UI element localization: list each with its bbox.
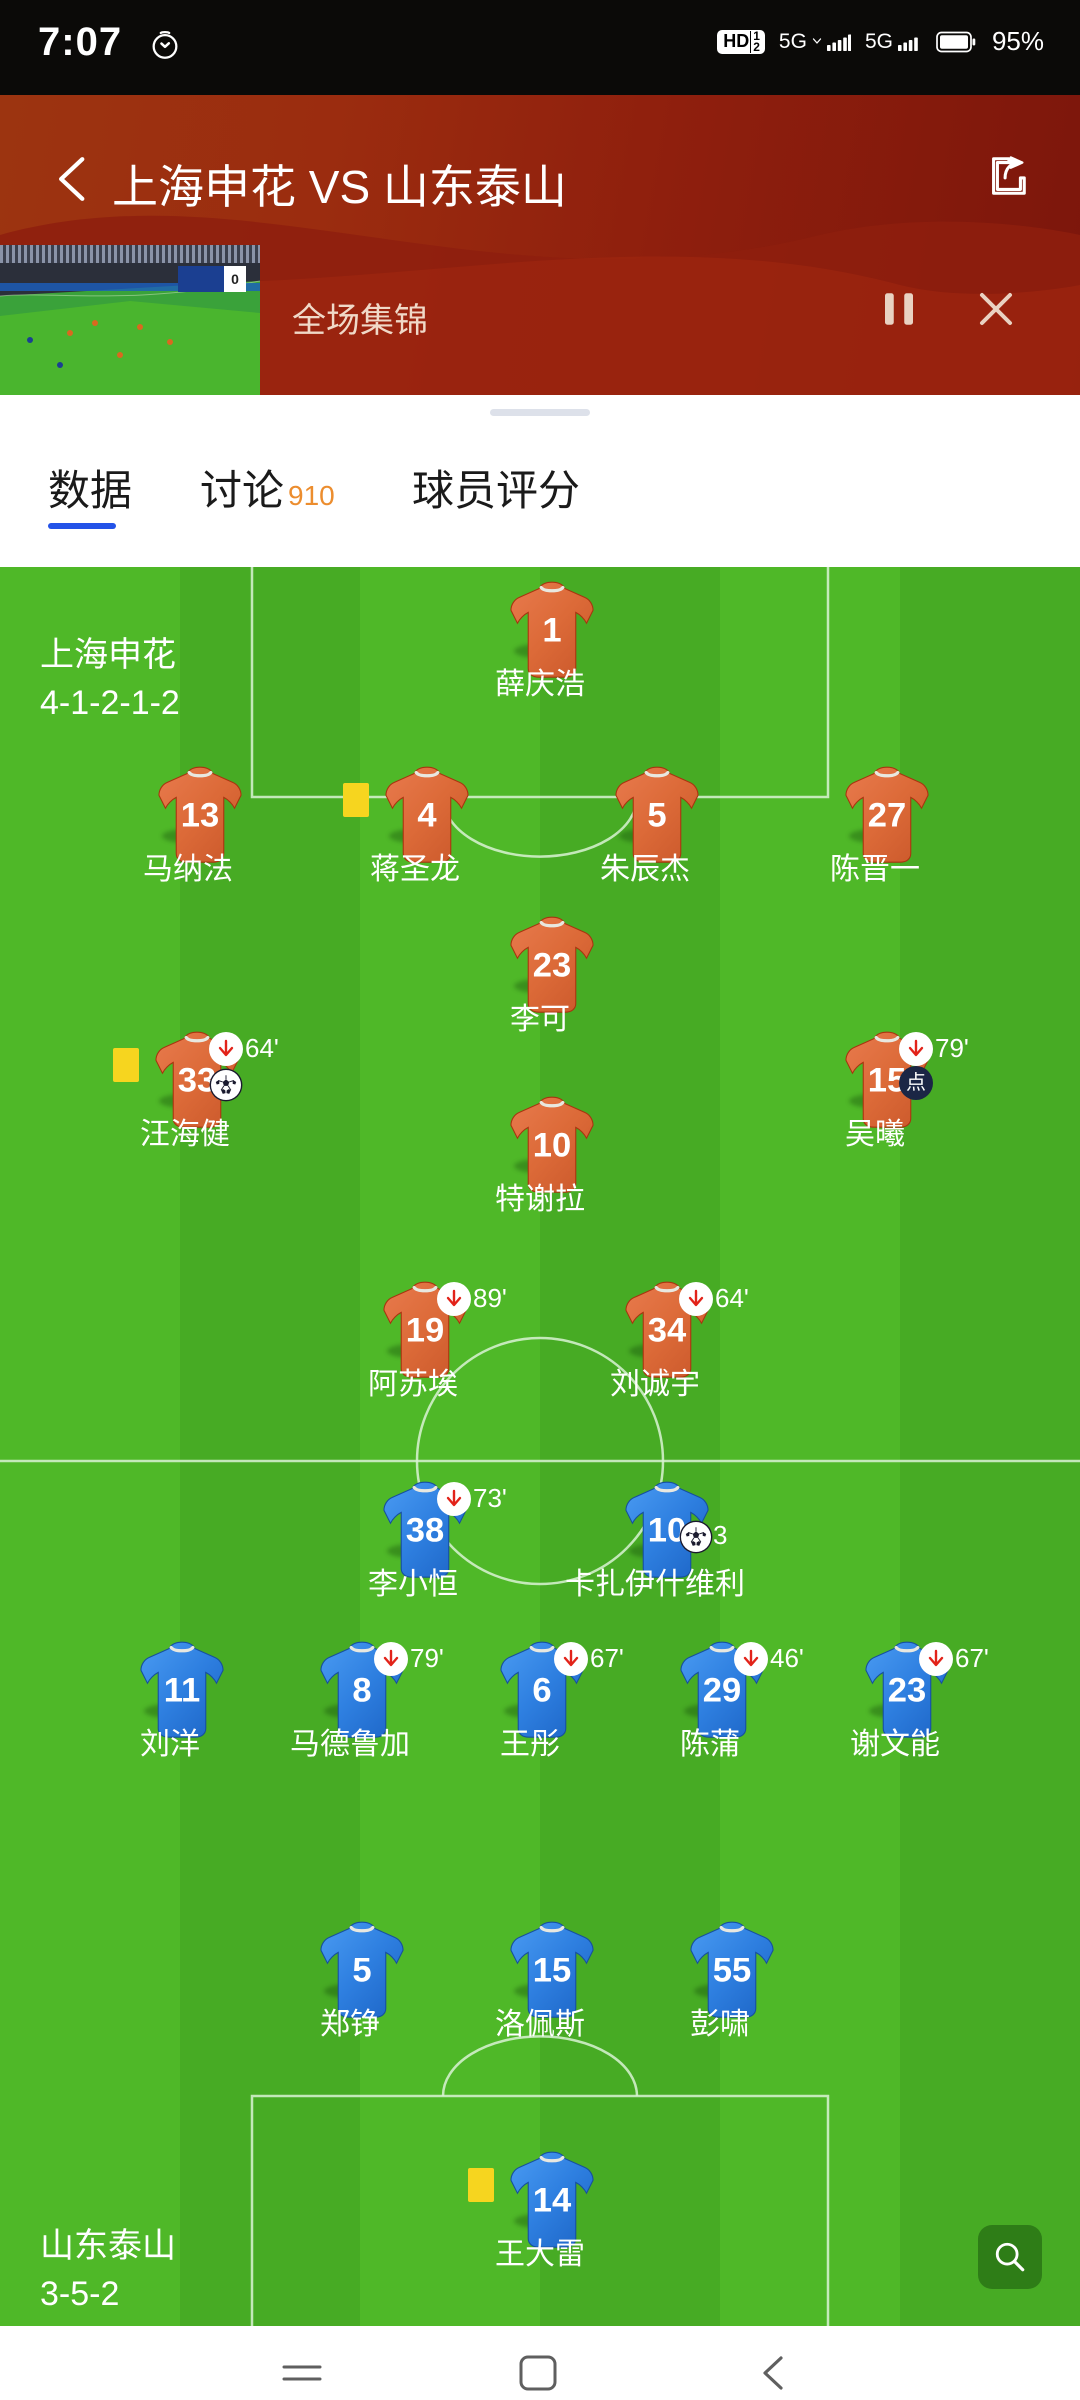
svg-text:10: 10 <box>648 1512 686 1550</box>
svg-text:14: 14 <box>533 2182 572 2220</box>
svg-text:55: 55 <box>713 1952 751 1990</box>
svg-text:19: 19 <box>406 1312 444 1350</box>
svg-text:38: 38 <box>406 1512 444 1550</box>
svg-text:1: 1 <box>542 612 561 650</box>
svg-text:27: 27 <box>868 797 906 835</box>
svg-text:23: 23 <box>888 1672 926 1710</box>
svg-text:13: 13 <box>181 797 219 835</box>
svg-text:23: 23 <box>533 947 571 985</box>
svg-text:5: 5 <box>647 797 666 835</box>
svg-text:11: 11 <box>164 1672 201 1710</box>
svg-text:10: 10 <box>533 1127 571 1165</box>
svg-text:6: 6 <box>532 1672 551 1710</box>
svg-text:29: 29 <box>703 1672 741 1710</box>
svg-text:15: 15 <box>533 1952 571 1990</box>
svg-text:8: 8 <box>352 1672 371 1710</box>
svg-text:4: 4 <box>417 797 437 835</box>
svg-text:5: 5 <box>352 1952 371 1990</box>
svg-text:34: 34 <box>648 1312 687 1350</box>
